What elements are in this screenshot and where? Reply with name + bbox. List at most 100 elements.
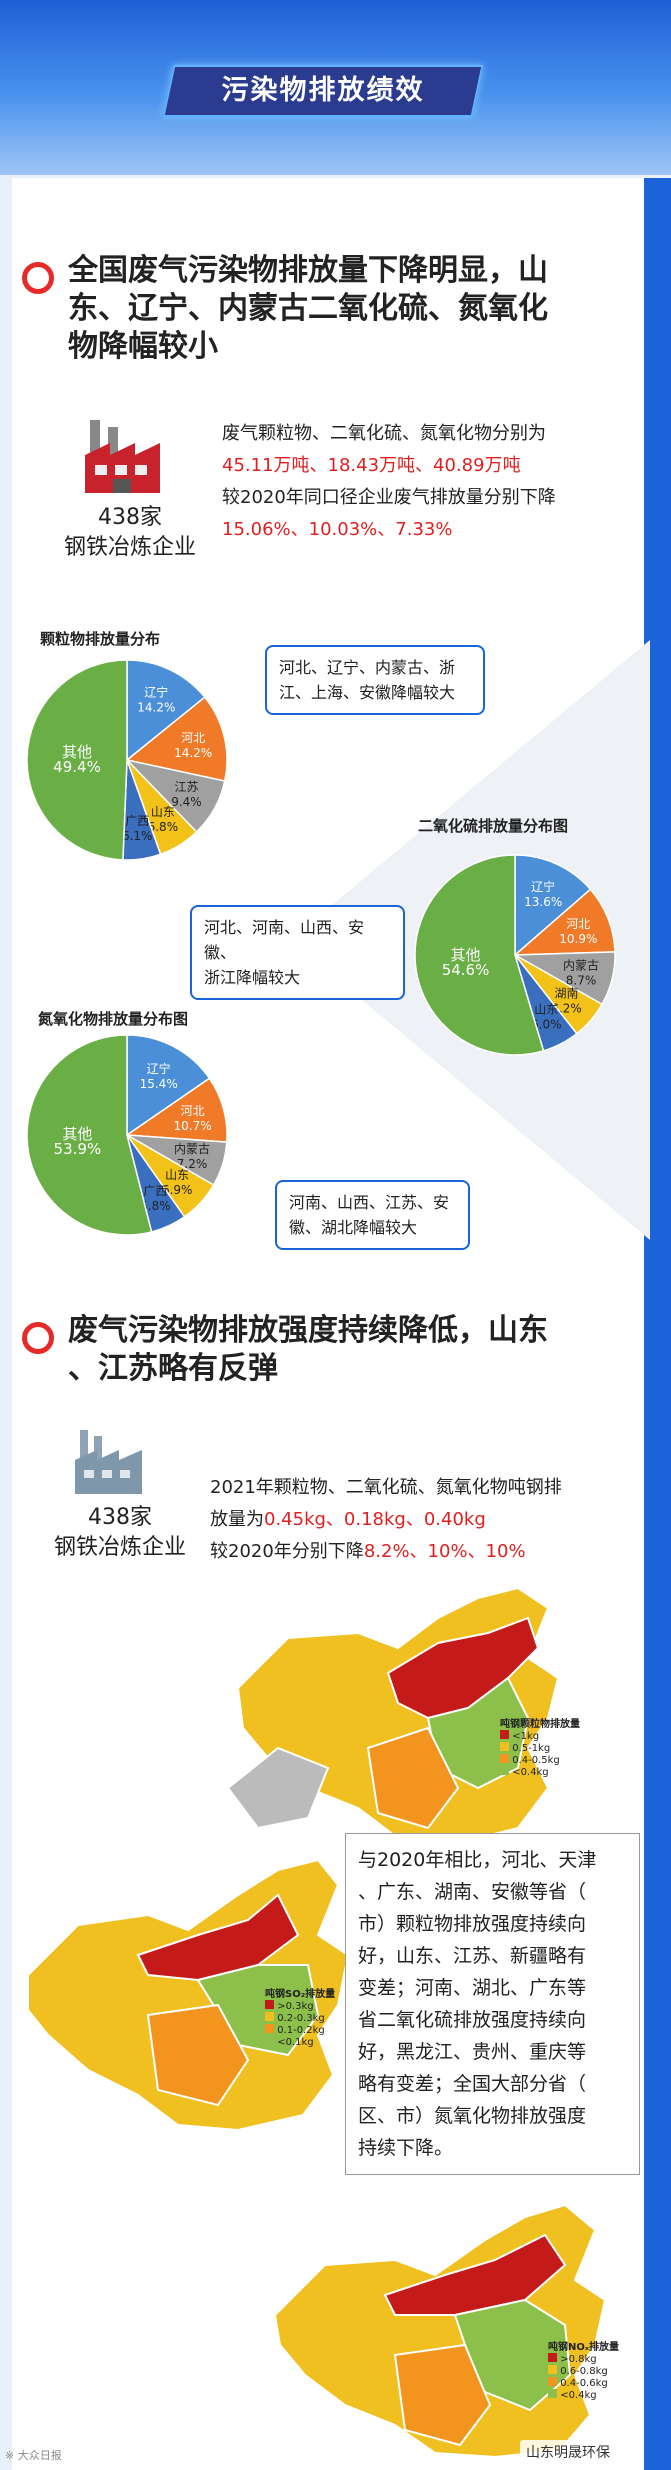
pie-slice bbox=[125, 696, 228, 782]
pie-slice-label: 辽宁 bbox=[531, 879, 555, 894]
pie-slice-value: 53.9% bbox=[54, 1140, 102, 1158]
pie-slice-value: 6.0% bbox=[531, 1017, 562, 1031]
section2-title-line: 废气污染物排放强度持续降低，山东 bbox=[68, 1313, 548, 1348]
legend-item: 0.1-0.2kg bbox=[277, 2025, 325, 2036]
legend-item: >0.8kg bbox=[560, 2354, 597, 2365]
legend-title: 吨钢颗粒物排放量 bbox=[500, 1719, 580, 1730]
pie-slice-value: 13.6% bbox=[524, 895, 562, 909]
pie-slice-value: 6.9% bbox=[162, 1183, 193, 1197]
info-line: 好，山东、江苏、新疆略有 bbox=[358, 1945, 587, 1967]
comparison-infobox: 与2020年相比，河北、天津 、广东、湖南、安徽等省（ 市）颗粒物排放强度持续向… bbox=[345, 1833, 640, 2175]
section1-title: 全国废气污染物排放量下降明显，山 东、辽宁、内蒙古二氧化硫、氮氧化 物降幅较小 bbox=[68, 252, 628, 366]
pie-slice-value: 5.8% bbox=[140, 1199, 171, 1213]
stats-line: 2021年颗粒物、二氧化硫、氮氧化物吨钢排 bbox=[210, 1477, 562, 1498]
info-line: 与2020年相比，河北、天津 bbox=[358, 1849, 597, 1871]
pm-callout: 河北、辽宁、内蒙古、浙 江、上海、安徽降幅较大 bbox=[265, 645, 485, 715]
legend-item: 0.4-0.5kg bbox=[512, 1755, 560, 1766]
section1-title-line: 物降幅较小 bbox=[68, 329, 218, 364]
pie-slice-label: 山东 bbox=[151, 805, 175, 819]
section-bullet-icon bbox=[22, 1322, 54, 1354]
factory-icon bbox=[75, 1430, 142, 1494]
info-line: 、广东、湖南、安徽等省（ bbox=[358, 1881, 587, 1903]
section2-enterprise: 438家 钢铁冶炼企业 bbox=[30, 1503, 210, 1563]
pie-slice-label: 其他 bbox=[62, 1125, 92, 1143]
pie-slice bbox=[124, 1077, 228, 1143]
section2-stats: 2021年颗粒物、二氧化硫、氮氧化物吨钢排 放量为0.45kg、0.18kg、0… bbox=[210, 1472, 640, 1568]
enterprise-label: 钢铁冶炼企业 bbox=[53, 1535, 186, 1560]
section1-title-line: 东、辽宁、内蒙古二氧化硫、氮氧化 bbox=[68, 291, 548, 326]
pie-slice-label: 其他 bbox=[62, 743, 92, 761]
callout-line: 河南、山西、江苏、安 bbox=[289, 1193, 450, 1212]
pie-slice-value: 6.8% bbox=[148, 820, 179, 834]
so2-intensity-map bbox=[27, 1858, 350, 2132]
stats-line: 较2020年同口径企业废气排放量分别下降 bbox=[222, 487, 556, 508]
info-line: 略有变差；全国大部分省（ bbox=[358, 2073, 587, 2095]
legend-item: <0.4kg bbox=[512, 1767, 549, 1778]
pie-slice-label: 山东 bbox=[534, 1002, 558, 1016]
pie-slice-label: 内蒙古 bbox=[563, 957, 599, 972]
stats-prefix: 较2020年分别下降 bbox=[210, 1541, 364, 1562]
callout-line: 浙江降幅较大 bbox=[204, 968, 301, 987]
pie-slice-value: 10.9% bbox=[559, 932, 597, 946]
nox-intensity-map bbox=[273, 2203, 607, 2459]
pm-intensity-map bbox=[228, 1586, 560, 1845]
legend-item: <0.4kg bbox=[560, 2390, 597, 2401]
pie-slice bbox=[414, 854, 545, 1056]
stats-values: 45.11万吨、18.43万吨、40.89万吨 bbox=[222, 455, 521, 476]
pie-slice-label: 河北 bbox=[566, 917, 590, 931]
pie-slice-value: 14.2% bbox=[137, 701, 175, 715]
stats-prefix: 放量为 bbox=[210, 1509, 264, 1530]
panel-edge bbox=[652, 178, 671, 2470]
banner-title: 污染物排放绩效 bbox=[221, 75, 425, 106]
section2-title: 废气污染物排放强度持续降低，山东 、江苏略有反弹 bbox=[68, 1312, 628, 1388]
pm-chart-title: 颗粒物排放量分布 bbox=[40, 630, 161, 648]
map1-legend: 吨钢颗粒物排放量 <1kg 0.5-1kg 0.4-0.5kg <0.4kg bbox=[500, 1715, 580, 1778]
pie-slice-value: 15.4% bbox=[140, 1077, 178, 1091]
pie-slice-value: 54.6% bbox=[442, 961, 490, 979]
info-line: 好，黑龙江、贵州、重庆等 bbox=[358, 2041, 587, 2063]
legend-item: <1kg bbox=[512, 1731, 540, 1742]
pie-slice-label: 广西 bbox=[125, 814, 149, 828]
pie-slice bbox=[126, 659, 206, 762]
callout-line: 徽、湖北降幅较大 bbox=[289, 1218, 418, 1237]
pie-slice-label: 内蒙古 bbox=[174, 1141, 210, 1156]
stats-values: 8.2%、10%、10% bbox=[363, 1541, 526, 1562]
pie-slice-label: 河北 bbox=[181, 1104, 205, 1118]
pie-slice-label: 其他 bbox=[451, 946, 481, 964]
factory-icon bbox=[85, 420, 160, 493]
pie-slice-label: 山东 bbox=[165, 1168, 189, 1182]
pie-slice-label: 湖南 bbox=[555, 985, 579, 1000]
nox-callout: 河南、山西、江苏、安 徽、湖北降幅较大 bbox=[275, 1180, 470, 1250]
pie-slice-value: 14.2% bbox=[174, 746, 212, 760]
legend-title: 吨钢SO₂排放量 bbox=[265, 1989, 336, 2000]
map2-legend: 吨钢SO₂排放量 >0.3kg 0.2-0.3kg 0.1-0.2kg <0.1… bbox=[265, 1985, 335, 2048]
callout-line: 河北、辽宁、内蒙古、浙 bbox=[279, 658, 456, 677]
pie-slice-value: 6.1% bbox=[122, 829, 153, 843]
section2-title-line: 、江苏略有反弹 bbox=[68, 1351, 278, 1386]
pie-slice-value: 8.7% bbox=[566, 973, 597, 987]
info-line: 持续下降。 bbox=[358, 2137, 454, 2159]
legend-item: 0.4-0.6kg bbox=[560, 2378, 608, 2389]
legend-item: 0.6-0.8kg bbox=[560, 2366, 608, 2377]
legend-item: 0.2-0.3kg bbox=[277, 2013, 325, 2024]
pie-slice bbox=[514, 854, 592, 957]
pie-slice-label: 广西 bbox=[143, 1184, 167, 1198]
info-line: 省二氧化硫排放强度持续向 bbox=[358, 2009, 587, 2031]
stats-line: 废气颗粒物、二氧化硫、氮氧化物分别为 bbox=[222, 423, 546, 444]
section1-stats: 废气颗粒物、二氧化硫、氮氧化物分别为 45.11万吨、18.43万吨、40.89… bbox=[222, 418, 642, 546]
pie-slice bbox=[26, 1034, 153, 1236]
legend-item: 0.5-1kg bbox=[512, 1743, 551, 1754]
pie-slice bbox=[26, 659, 128, 861]
footer-source: ※ 大众日报 bbox=[5, 2449, 62, 2462]
enterprise-count: 438家 bbox=[88, 1505, 152, 1530]
pie-slice-label: 辽宁 bbox=[144, 685, 168, 700]
pie-slice bbox=[126, 1034, 211, 1137]
callout-line: 江、上海、安徽降幅较大 bbox=[279, 683, 456, 702]
stats-values: 15.06%、10.03%、7.33% bbox=[222, 519, 453, 540]
map3-legend: 吨钢NOₓ排放量 >0.8kg 0.6-0.8kg 0.4-0.6kg <0.4… bbox=[548, 2338, 619, 2401]
legend-item: >0.3kg bbox=[277, 2001, 314, 2012]
section1-enterprise: 438家 钢铁冶炼企业 bbox=[40, 503, 220, 563]
legend-title: 吨钢NOₓ排放量 bbox=[548, 2342, 619, 2353]
footer-watermark: 山东明晟环保 bbox=[520, 2440, 616, 2464]
